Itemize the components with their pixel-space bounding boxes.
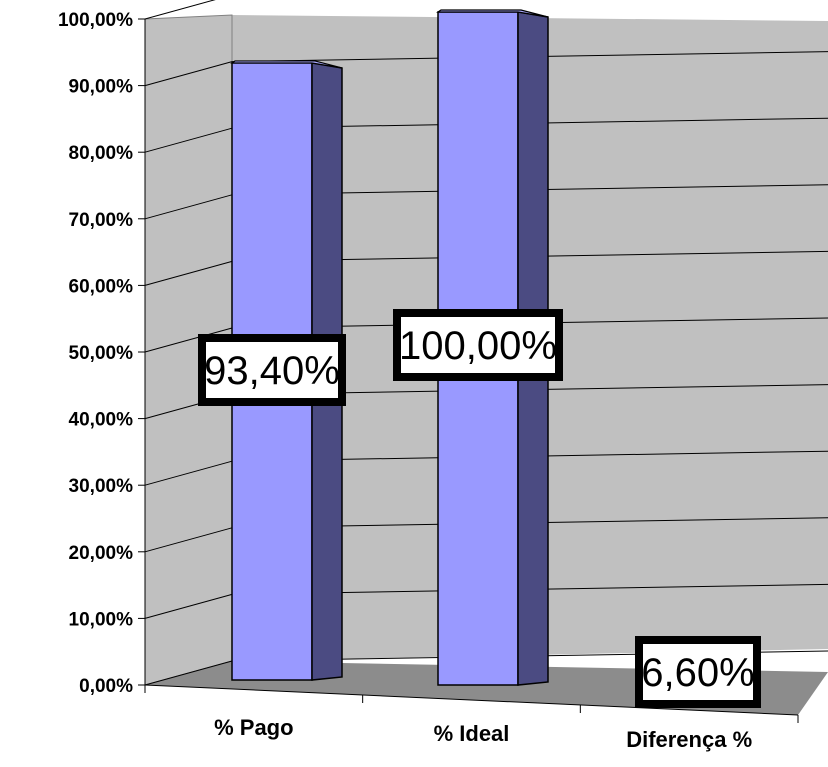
y-tick-label: 100,00% <box>58 10 133 31</box>
data-label: 100,00% <box>393 309 563 381</box>
bar-top <box>230 60 343 69</box>
y-tick-label: 0,00% <box>79 676 133 697</box>
x-axis-line <box>144 684 799 716</box>
x-axis-ticks: % Pago % Ideal Diferença % <box>144 685 799 752</box>
y-tick-label: 40,00% <box>69 410 134 431</box>
gridline-side <box>144 527 233 553</box>
gridline-side <box>144 61 233 87</box>
gridline-side <box>144 194 233 220</box>
gridline-side <box>144 260 233 286</box>
x-tick-label: Diferença % <box>626 727 752 752</box>
y-tick-label: 80,00% <box>69 143 134 164</box>
y-tick-label: 20,00% <box>69 543 134 564</box>
gridline-side <box>144 660 233 686</box>
data-label-box <box>198 334 346 406</box>
y-tick-label: 30,00% <box>69 476 134 497</box>
y-tick-label: 90,00% <box>69 77 134 98</box>
data-label: 6,60% <box>635 636 761 708</box>
data-label-box <box>635 636 761 708</box>
x-tick-label: % Pago <box>214 715 293 740</box>
data-label: 93,40% <box>198 334 346 406</box>
y-tick-label: 10,00% <box>69 609 134 630</box>
bar-top <box>436 9 549 18</box>
y-axis-ticks: 0,00% 10,00% 20,00% 30,00% 40,00% 50,00% 60,00… <box>58 10 145 697</box>
gridline-side <box>144 327 233 353</box>
y-tick-label: 70,00% <box>69 210 134 231</box>
x-tick-label: % Ideal <box>434 721 510 746</box>
gridline-side <box>144 127 233 153</box>
data-label-text: 93,40% <box>204 349 340 393</box>
data-label-text: 6,60% <box>641 651 754 695</box>
y-tick-label: 50,00% <box>69 343 134 364</box>
data-label-box <box>393 309 563 381</box>
gridline-side <box>144 593 233 619</box>
gridline-side <box>144 0 216 20</box>
data-label-text: 100,00% <box>399 324 557 368</box>
gridline-side <box>144 460 233 486</box>
data-labels: 93,40% 100,00% 6,60% <box>198 309 761 708</box>
y-tick-label: 60,00% <box>69 276 134 297</box>
